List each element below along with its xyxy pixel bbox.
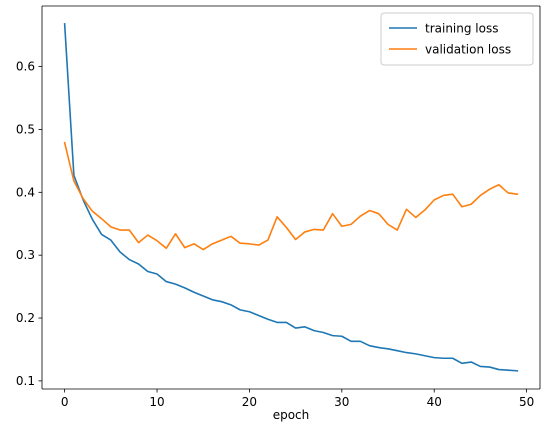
legend-label-validation-loss: validation loss bbox=[425, 43, 511, 57]
series-layer bbox=[63, 23, 519, 372]
y-tick-label: 0.1 bbox=[16, 374, 35, 388]
legend: training loss validation loss bbox=[380, 12, 534, 66]
x-tick-label: 10 bbox=[149, 395, 164, 409]
axes-frame bbox=[41, 5, 541, 390]
legend-box bbox=[380, 12, 534, 66]
x-tick-label: 20 bbox=[242, 395, 257, 409]
x-axis-label: epoch bbox=[273, 408, 310, 422]
y-tick-label: 0.5 bbox=[16, 122, 35, 136]
x-tick-label: 0 bbox=[61, 395, 69, 409]
x-axis-ticks: 0 10 20 30 40 50 bbox=[61, 389, 534, 409]
y-tick-label: 0.2 bbox=[16, 311, 35, 325]
y-axis-ticks: 0.1 0.2 0.3 0.4 0.5 0.6 bbox=[16, 60, 42, 388]
legend-label-training-loss: training loss bbox=[425, 22, 498, 36]
x-tick-label: 40 bbox=[427, 395, 442, 409]
series-line-training-loss bbox=[63, 23, 519, 372]
x-tick-label: 50 bbox=[519, 395, 534, 409]
y-tick-label: 0.4 bbox=[16, 185, 35, 199]
y-tick-label: 0.6 bbox=[16, 60, 35, 74]
x-tick-label: 30 bbox=[334, 395, 349, 409]
y-tick-label: 0.3 bbox=[16, 248, 35, 262]
series-line-validation-loss bbox=[63, 141, 519, 251]
